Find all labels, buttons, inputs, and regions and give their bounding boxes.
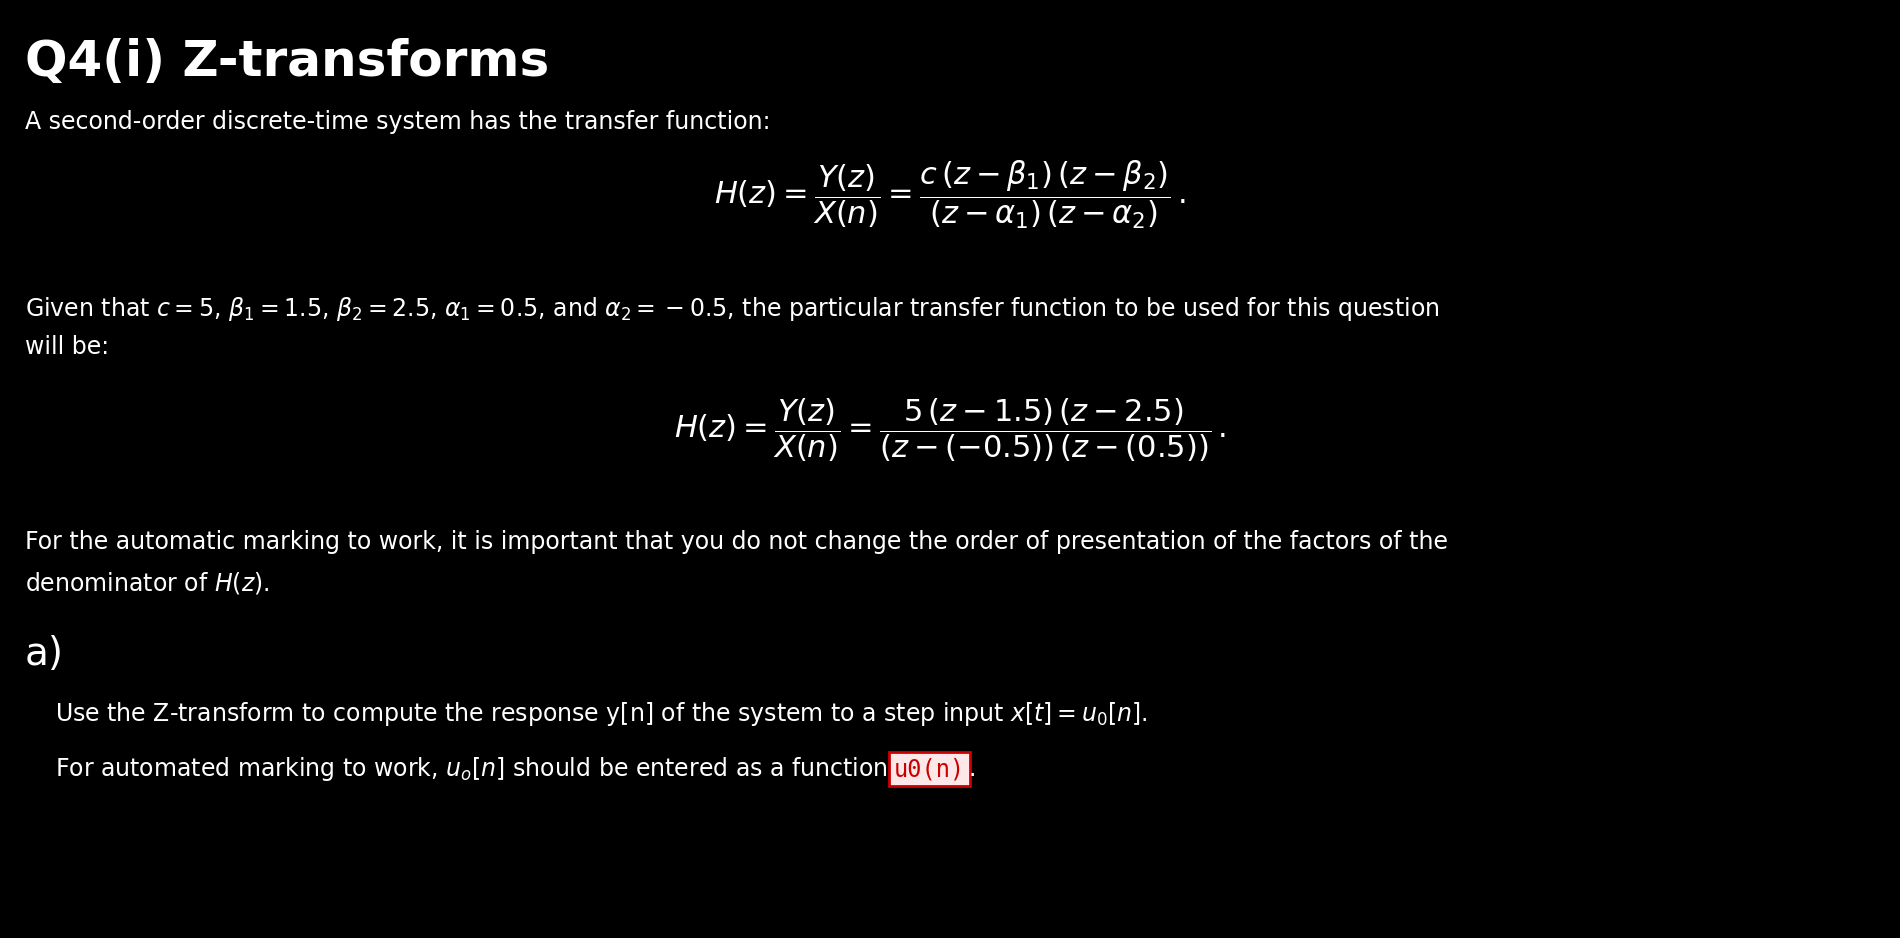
Text: Q4(i) Z-transforms: Q4(i) Z-transforms	[25, 38, 549, 86]
Text: $H(z) = \dfrac{Y(z)}{X(n)} = \dfrac{c\,(z - \beta_1)\,(z - \beta_2)}{(z - \alpha: $H(z) = \dfrac{Y(z)}{X(n)} = \dfrac{c\,(…	[714, 159, 1186, 232]
Text: For the automatic marking to work, it is important that you do not change the or: For the automatic marking to work, it is…	[25, 530, 1448, 554]
Text: Given that $c = 5$, $\beta_1 = 1.5$, $\beta_2 = 2.5$, $\alpha_1 = 0.5$, and $\al: Given that $c = 5$, $\beta_1 = 1.5$, $\b…	[25, 295, 1440, 323]
Text: will be:: will be:	[25, 335, 108, 359]
Text: For automated marking to work, $u_o[n]$ should be entered as a function: For automated marking to work, $u_o[n]$ …	[55, 755, 889, 783]
Text: u0(n): u0(n)	[895, 757, 965, 781]
Text: a): a)	[25, 635, 65, 673]
Text: Use the Z-transform to compute the response y[n] of the system to a step input $: Use the Z-transform to compute the respo…	[55, 700, 1148, 728]
Text: .: .	[969, 757, 975, 781]
Text: $H(z) = \dfrac{Y(z)}{X(n)} = \dfrac{5\,(z - 1.5)\,(z - 2.5)}{(z - (-0.5))\,(z - : $H(z) = \dfrac{Y(z)}{X(n)} = \dfrac{5\,(…	[674, 396, 1226, 463]
Text: denominator of $H(z)$.: denominator of $H(z)$.	[25, 570, 270, 596]
Text: A second-order discrete-time system has the transfer function:: A second-order discrete-time system has …	[25, 110, 771, 134]
